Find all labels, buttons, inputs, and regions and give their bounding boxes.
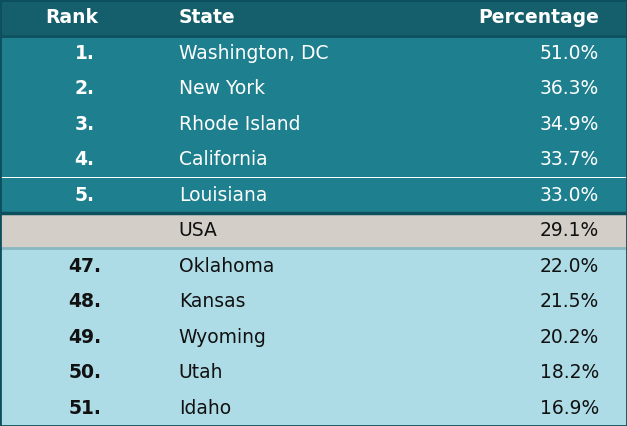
Text: Rank: Rank (46, 8, 98, 27)
Text: New York: New York (179, 79, 265, 98)
Text: Idaho: Idaho (179, 399, 231, 418)
Text: 29.1%: 29.1% (540, 221, 599, 240)
Text: 20.2%: 20.2% (540, 328, 599, 347)
Text: Oklahoma: Oklahoma (179, 257, 274, 276)
Text: 33.0%: 33.0% (540, 186, 599, 205)
Bar (0, 355, 627, 391)
Text: 47.: 47. (68, 257, 101, 276)
Text: State: State (179, 8, 235, 27)
Text: 34.9%: 34.9% (539, 115, 599, 134)
Text: Rhode Island: Rhode Island (179, 115, 300, 134)
Text: 22.0%: 22.0% (540, 257, 599, 276)
Bar (0, 213, 627, 248)
Text: 2.: 2. (75, 79, 95, 98)
Text: 48.: 48. (68, 292, 101, 311)
Text: 16.9%: 16.9% (540, 399, 599, 418)
Text: Louisiana: Louisiana (179, 186, 267, 205)
Bar (0, 106, 627, 142)
Text: USA: USA (179, 221, 218, 240)
Text: 50.: 50. (68, 363, 101, 382)
Text: 4.: 4. (75, 150, 95, 169)
Text: California: California (179, 150, 267, 169)
Text: 21.5%: 21.5% (540, 292, 599, 311)
Text: 49.: 49. (68, 328, 101, 347)
Text: 18.2%: 18.2% (540, 363, 599, 382)
Bar (0, 178, 627, 213)
Bar (0, 248, 627, 284)
Text: 33.7%: 33.7% (540, 150, 599, 169)
Text: 5.: 5. (75, 186, 95, 205)
Text: 36.3%: 36.3% (540, 79, 599, 98)
Bar (0, 142, 627, 178)
Bar (0, 320, 627, 355)
Text: Washington, DC: Washington, DC (179, 44, 328, 63)
Bar (0, 0, 627, 35)
Text: 3.: 3. (75, 115, 95, 134)
Text: Utah: Utah (179, 363, 223, 382)
Bar (0, 391, 627, 426)
Text: Wyoming: Wyoming (179, 328, 266, 347)
Text: 51.: 51. (68, 399, 101, 418)
Bar (0, 71, 627, 106)
Text: 1.: 1. (75, 44, 95, 63)
Bar (0, 35, 627, 71)
Text: Percentage: Percentage (478, 8, 599, 27)
Text: 51.0%: 51.0% (540, 44, 599, 63)
Text: Kansas: Kansas (179, 292, 245, 311)
Bar (0, 284, 627, 320)
